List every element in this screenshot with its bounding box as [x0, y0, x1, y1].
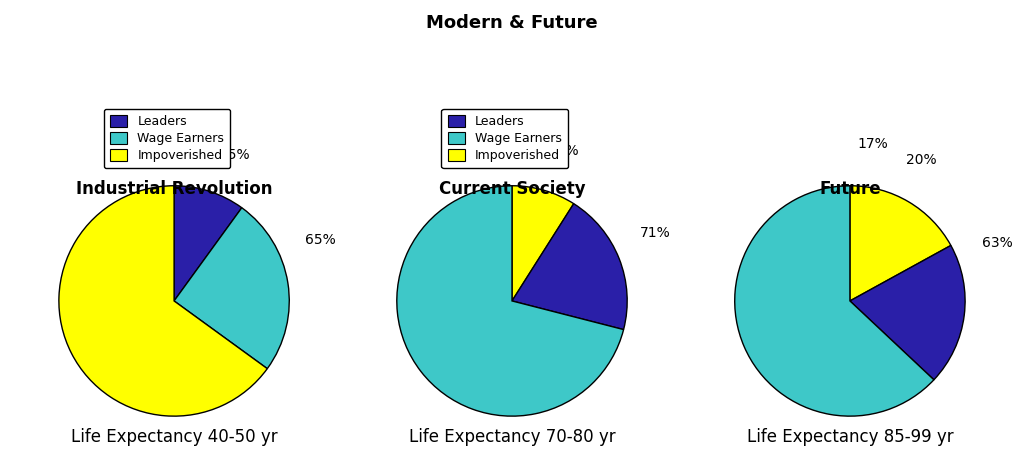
Text: Modern & Future: Modern & Future [426, 14, 598, 32]
Text: Life Expectancy 70-80 yr: Life Expectancy 70-80 yr [409, 428, 615, 447]
Text: Life Expectancy 40-50 yr: Life Expectancy 40-50 yr [71, 428, 278, 447]
Text: Future: Future [819, 180, 881, 198]
Wedge shape [512, 204, 627, 330]
Wedge shape [397, 186, 624, 416]
Text: Current Society: Current Society [438, 180, 586, 198]
Text: 65%: 65% [305, 234, 336, 247]
Wedge shape [59, 186, 267, 416]
Text: 20%: 20% [906, 153, 937, 167]
Text: 71%: 71% [639, 226, 670, 240]
Text: Life Expectancy 85-99 yr: Life Expectancy 85-99 yr [746, 428, 953, 447]
Text: 10%: 10% [172, 136, 203, 150]
Text: 17%: 17% [858, 137, 889, 152]
Wedge shape [174, 186, 242, 301]
Wedge shape [512, 186, 573, 301]
Wedge shape [850, 245, 965, 380]
Text: 20%: 20% [548, 144, 579, 158]
Wedge shape [735, 186, 934, 416]
Text: 25%: 25% [219, 148, 250, 162]
Legend: Leaders, Wage Earners, Impoverished: Leaders, Wage Earners, Impoverished [103, 109, 230, 169]
Text: Industrial Revolution: Industrial Revolution [76, 180, 272, 198]
Text: 63%: 63% [982, 236, 1013, 250]
Text: 9%: 9% [513, 136, 536, 150]
Wedge shape [174, 208, 289, 369]
Wedge shape [850, 186, 951, 301]
Legend: Leaders, Wage Earners, Impoverished: Leaders, Wage Earners, Impoverished [441, 109, 568, 169]
